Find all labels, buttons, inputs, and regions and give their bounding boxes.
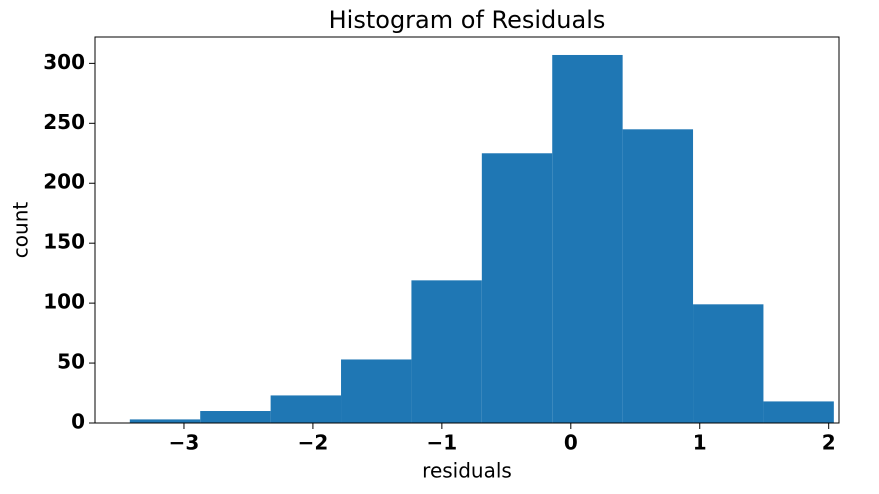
bar [200, 411, 271, 423]
x-tick-label: −3 [169, 431, 200, 455]
bar [270, 395, 342, 423]
y-tick-label: 200 [43, 170, 85, 194]
y-tick-label: 50 [57, 350, 85, 374]
plot-frame [94, 36, 840, 424]
x-tick-label: 1 [693, 431, 707, 455]
y-tick-label: 100 [43, 290, 85, 314]
bar [341, 359, 412, 423]
y-tick-label: 0 [71, 410, 85, 434]
x-tick-label: 2 [822, 431, 836, 455]
x-axis-label: residuals [422, 459, 512, 483]
y-tick-label: 250 [43, 110, 85, 134]
y-tick-label: 300 [43, 50, 85, 74]
x-tick-label: 0 [564, 431, 578, 455]
bar [411, 280, 482, 423]
y-axis-label: count [9, 202, 33, 259]
bar [622, 129, 694, 423]
bar [693, 304, 764, 423]
chart-title: Histogram of Residuals [329, 6, 606, 34]
y-tick-label: 150 [43, 230, 85, 254]
bar [552, 54, 623, 424]
x-tick-label: −1 [427, 431, 458, 455]
bar [129, 419, 201, 423]
x-tick-label: −2 [298, 431, 329, 455]
bar [481, 153, 553, 423]
bar [763, 401, 834, 423]
